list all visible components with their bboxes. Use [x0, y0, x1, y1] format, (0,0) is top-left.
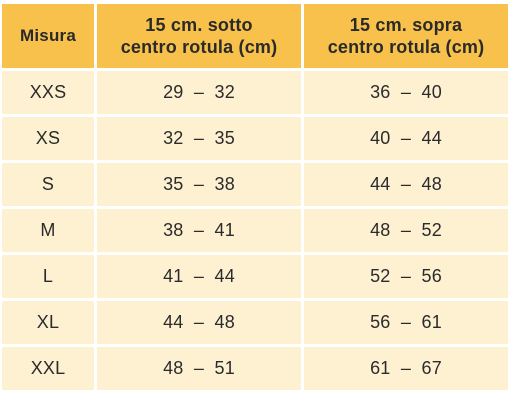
- header-below-line-1: 15 cm. sotto: [145, 15, 253, 35]
- below-range-cell: 35 – 38: [97, 163, 301, 206]
- header-size: Misura: [2, 4, 94, 68]
- above-range-cell: 52 – 56: [304, 255, 508, 298]
- size-cell: XXL: [2, 347, 94, 390]
- below-range-cell: 38 – 41: [97, 209, 301, 252]
- size-cell: XXS: [2, 71, 94, 114]
- below-range-cell: 41 – 44: [97, 255, 301, 298]
- header-above-knee: 15 cm. sopra centro rotula (cm): [304, 4, 508, 68]
- below-range-cell: 44 – 48: [97, 301, 301, 344]
- above-range-cell: 61 – 67: [304, 347, 508, 390]
- above-range-cell: 40 – 44: [304, 117, 508, 160]
- above-range-cell: 48 – 52: [304, 209, 508, 252]
- header-size-label: Misura: [20, 26, 76, 45]
- below-range-cell: 29 – 32: [97, 71, 301, 114]
- header-above-line-2: centro rotula (cm): [327, 37, 485, 57]
- below-range-cell: 32 – 35: [97, 117, 301, 160]
- size-cell: S: [2, 163, 94, 206]
- below-range-cell: 48 – 51: [97, 347, 301, 390]
- size-cell: XS: [2, 117, 94, 160]
- size-cell: XL: [2, 301, 94, 344]
- above-range-cell: 44 – 48: [304, 163, 508, 206]
- size-chart-table: Misura 15 cm. sotto centro rotula (cm) 1…: [2, 4, 508, 390]
- header-above-line-1: 15 cm. sopra: [349, 15, 463, 35]
- above-range-cell: 36 – 40: [304, 71, 508, 114]
- above-range-cell: 56 – 61: [304, 301, 508, 344]
- header-below-knee: 15 cm. sotto centro rotula (cm): [97, 4, 301, 68]
- size-cell: L: [2, 255, 94, 298]
- size-cell: M: [2, 209, 94, 252]
- header-below-line-2: centro rotula (cm): [120, 37, 278, 57]
